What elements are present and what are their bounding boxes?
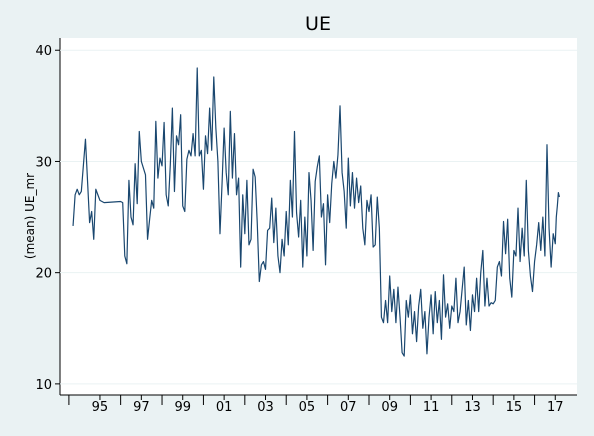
x-tick-label: 01 [216, 400, 233, 415]
x-tick-label: 99 [174, 400, 191, 415]
x-tick-label: 15 [506, 400, 523, 415]
x-tick-label: 11 [423, 400, 440, 415]
data-line [72, 67, 560, 357]
plot-area [60, 38, 577, 395]
y-tick-label: 40 [35, 44, 52, 59]
x-tick-label: 95 [92, 400, 109, 415]
x-tick-label: 17 [547, 400, 564, 415]
x-tick-label: 97 [133, 400, 150, 415]
x-tick-label: 03 [257, 400, 274, 415]
x-tick-label: 13 [464, 400, 481, 415]
y-tick-label: 20 [35, 267, 52, 282]
x-tick-label: 07 [340, 400, 357, 415]
x-tick-label: 09 [381, 400, 398, 415]
y-tick-label: 30 [35, 155, 52, 170]
chart-title: UE [305, 13, 331, 35]
x-tick-label: 05 [299, 400, 316, 415]
y-tick-label: 10 [35, 378, 52, 393]
y-axis-label: (mean) UE_mr [23, 173, 37, 259]
